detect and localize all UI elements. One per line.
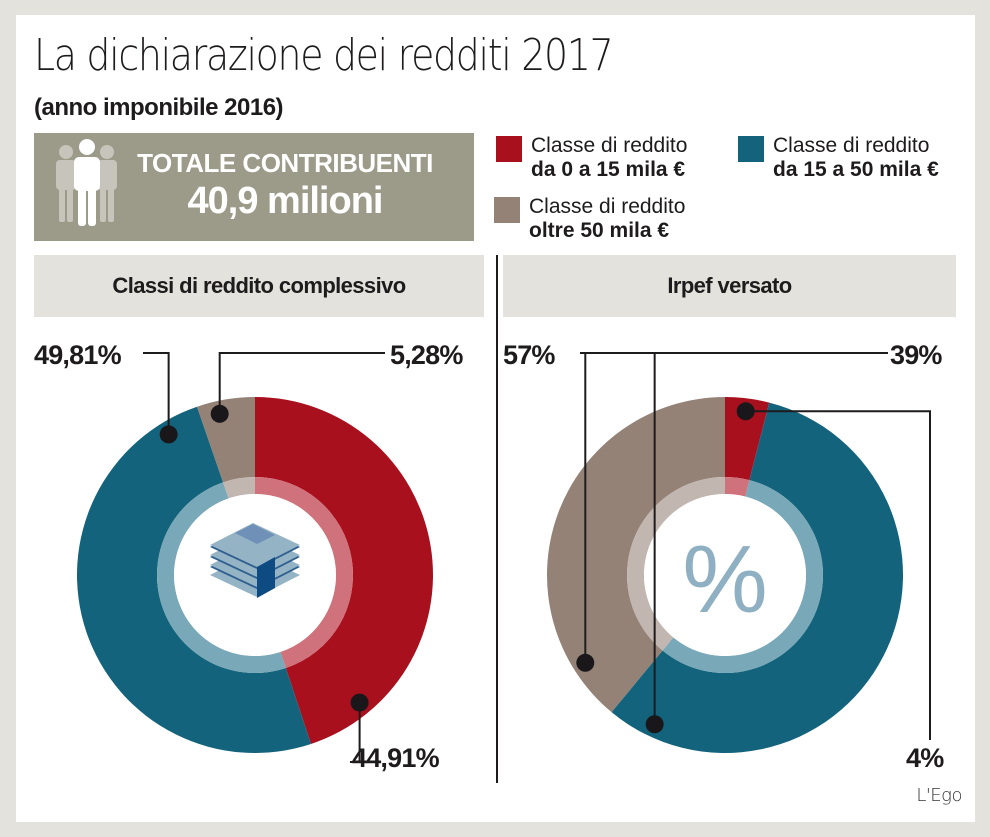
total-taxpayers-value: 40,9 milioni	[187, 180, 384, 222]
legend-range: oltre 50 mila €	[529, 219, 670, 242]
page-title: La dichiarazione dei redditi 2017	[34, 30, 614, 81]
label-irpef-mid: 57%	[503, 340, 555, 370]
inner-ring-high	[627, 477, 725, 651]
leader-income-mid-line	[143, 352, 170, 435]
label-irpef-high: 39%	[890, 340, 942, 370]
leader-irpef-low-line	[745, 410, 931, 740]
inner-ring-mid	[662, 480, 824, 673]
people-group-icon	[56, 139, 117, 226]
legend-swatch-low	[496, 136, 522, 162]
leader-income-low-dot	[350, 693, 369, 712]
page-subtitle: (anno imponibile 2016)	[34, 94, 284, 121]
donut-irpef	[547, 397, 903, 754]
donut-hole	[644, 494, 806, 656]
section-header-irpef: Irpef versato	[503, 255, 956, 317]
money-stack-icon	[210, 523, 300, 598]
leader-income-low-line	[350, 702, 361, 763]
section-header-income: Classi di reddito complessivo	[34, 255, 484, 317]
legend-label: Classe di reddito	[531, 134, 688, 157]
leader-income-high-line	[218, 352, 385, 414]
legend-swatch-mid	[738, 136, 764, 162]
leader-income-high-dot	[210, 404, 229, 423]
inner-ring-mid	[156, 482, 286, 674]
leader-irpef-mid-dot	[645, 715, 664, 734]
slice-low	[725, 397, 770, 481]
legend-label: Classe di reddito	[773, 134, 930, 157]
label-income-high: 5,28%	[390, 340, 463, 370]
slice-high	[197, 397, 255, 483]
donut-income	[77, 397, 433, 753]
leader-irpef-low-dot	[736, 402, 755, 421]
total-taxpayers-label: TOTALE CONTRIBUENTI	[137, 148, 433, 178]
label-income-mid: 49,81%	[34, 340, 122, 370]
slice-high	[547, 397, 725, 713]
slice-mid	[611, 402, 903, 754]
label-income-low: 44,91%	[352, 743, 440, 773]
label-irpef-low: 4%	[906, 743, 944, 773]
slice-mid	[77, 406, 311, 753]
source-credit: L'Ego	[916, 785, 962, 806]
label-leaders	[143, 352, 931, 763]
percent-icon: %	[682, 526, 767, 633]
legend-swatch-high	[494, 197, 520, 223]
column-divider	[496, 255, 498, 783]
legend-label: Classe di reddito	[529, 195, 686, 218]
inner-ring-low	[725, 477, 750, 497]
legend-range: da 15 a 50 mila €	[773, 158, 939, 181]
leader-irpef-high-line	[584, 352, 888, 663]
inner-ring-low	[255, 477, 354, 669]
slice-low	[255, 397, 433, 744]
legend-range: da 0 a 15 mila €	[531, 158, 686, 181]
leader-income-mid-dot	[159, 425, 178, 444]
inner-ring-high	[223, 477, 255, 499]
leader-irpef-high-dot	[576, 653, 595, 672]
